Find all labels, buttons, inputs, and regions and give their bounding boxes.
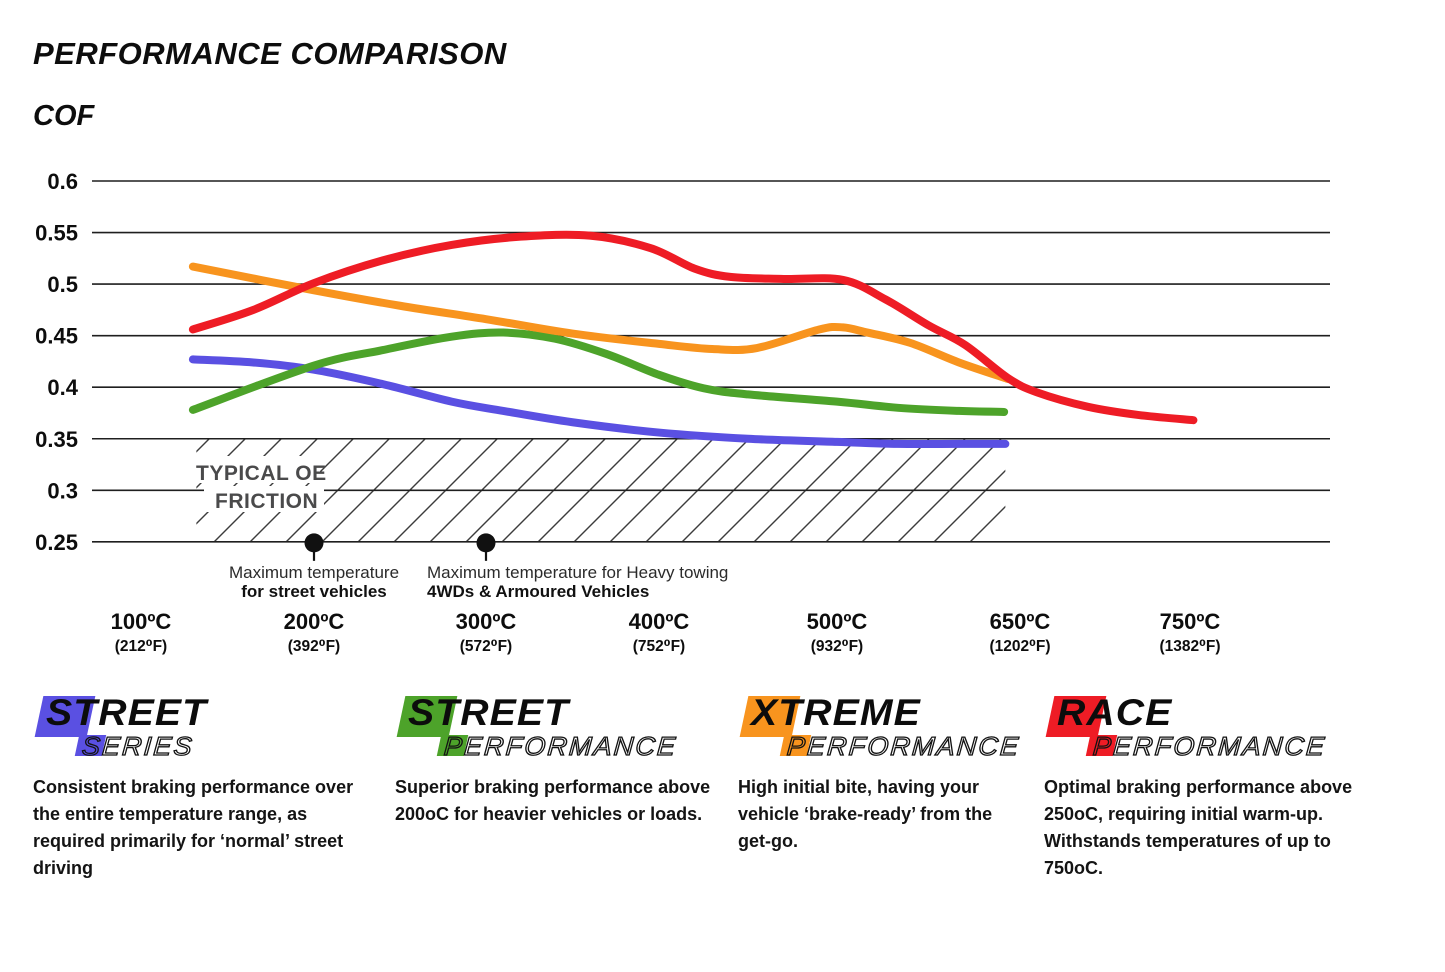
logo-first-letter: S — [408, 692, 436, 733]
x-tick-fahrenheit: (1202⁰F) — [989, 638, 1050, 655]
legend-item-street-series: STREET SERIES Consistent braking perform… — [33, 694, 365, 882]
annotation-line1: Maximum temperature — [229, 563, 399, 582]
legend-item-race-performance: RACE PERFORMANCE Optimal braking perform… — [1044, 694, 1380, 882]
x-tick-celsius: 200ºC — [284, 609, 345, 634]
x-tick-celsius: 100ºC — [111, 609, 172, 634]
x-tick-fahrenheit: (212⁰F) — [115, 638, 167, 655]
legend-description: Superior braking performance above 200oC… — [395, 777, 711, 824]
logo-main-text: STREET — [408, 694, 569, 731]
legend-description: Optimal braking performance above 250oC,… — [1044, 777, 1353, 878]
series-street-performance — [188, 328, 1009, 416]
max-temp-marker — [476, 533, 496, 553]
max-temp-marker — [304, 533, 324, 553]
y-tick-label: 0.4 — [47, 375, 78, 400]
x-tick-celsius: 300ºC — [456, 609, 517, 634]
brand-logo: STREET SERIES — [33, 694, 365, 762]
x-tick-fahrenheit: (1382⁰F) — [1159, 638, 1220, 655]
y-axis-title: COF — [33, 100, 95, 132]
oe-label-backdrop — [190, 456, 320, 483]
logo-main-text: RACE — [1057, 694, 1172, 731]
x-tick-celsius: 500ºC — [807, 609, 868, 634]
brand-logo: RACE PERFORMANCE — [1044, 694, 1380, 762]
x-tick-fahrenheit: (752⁰F) — [633, 638, 685, 655]
series-street-series — [188, 355, 1010, 449]
legend-item-street-performance: STREET PERFORMANCE Superior braking perf… — [395, 694, 725, 828]
brand-logo: XTREME PERFORMANCE — [738, 694, 1022, 762]
x-tick-celsius: 400ºC — [629, 609, 690, 634]
logo-first-letter: R — [1057, 692, 1087, 733]
y-tick-label: 0.35 — [35, 427, 78, 452]
series-xtreme-performance — [188, 262, 1012, 383]
legend-description: High initial bite, having your vehicle ‘… — [738, 777, 993, 851]
y-tick-label: 0.5 — [47, 272, 78, 297]
series-race-performance — [188, 230, 1198, 425]
y-tick-label: 0.45 — [35, 324, 78, 349]
logo-rest-letters: TREET — [435, 692, 570, 733]
x-tick-celsius: 650ºC — [990, 609, 1051, 634]
y-tick-label: 0.25 — [35, 530, 78, 555]
annotation-line2: 4WDs & Armoured Vehicles — [427, 582, 649, 601]
logo-main-text: XTREME — [751, 694, 921, 731]
brand-logo: STREET PERFORMANCE — [395, 694, 725, 762]
logo-rest-letters: ACE — [1086, 692, 1173, 733]
logo-sub-text: SERIES — [80, 730, 195, 761]
oe-friction-label-line1: TYPICAL OE — [196, 462, 327, 485]
y-tick-label: 0.6 — [47, 169, 78, 194]
x-tick-fahrenheit: (572⁰F) — [460, 638, 512, 655]
x-tick-fahrenheit: (392⁰F) — [288, 638, 340, 655]
y-tick-label: 0.55 — [35, 221, 78, 246]
x-tick-celsius: 750ºC — [1160, 609, 1221, 634]
oe-label-backdrop — [204, 486, 324, 512]
legend-row: STREET SERIES Consistent braking perform… — [0, 694, 1445, 964]
logo-rest-letters: TREME — [778, 692, 921, 733]
logo-sub-text: PERFORMANCE — [442, 730, 679, 761]
logo-sub-text: PERFORMANCE — [1091, 730, 1328, 761]
logo-main-text: STREET — [46, 694, 207, 731]
annotation-line2: for street vehicles — [241, 582, 387, 601]
logo-sub-text: PERFORMANCE — [785, 730, 1022, 761]
logo-rest-letters: TREET — [73, 692, 208, 733]
logo-first-letter: S — [46, 692, 74, 733]
y-tick-label: 0.3 — [47, 478, 78, 503]
x-tick-fahrenheit: (932⁰F) — [811, 638, 863, 655]
page-title: PERFORMANCE COMPARISON — [33, 36, 507, 71]
performance-chart: 0.6 0.55 0.5 0.45 0.4 0.35 0.3 0.25 TYPICAL OE FR… — [35, 169, 1330, 655]
annotation-line1: Maximum temperature for Heavy towing — [427, 563, 728, 582]
logo-first-letter: X — [751, 692, 779, 733]
oe-friction-label-line2: FRICTION — [215, 490, 318, 513]
legend-description: Consistent braking performance over the … — [33, 777, 354, 878]
legend-item-xtreme-performance: XTREME PERFORMANCE High initial bite, ha… — [738, 694, 1022, 855]
